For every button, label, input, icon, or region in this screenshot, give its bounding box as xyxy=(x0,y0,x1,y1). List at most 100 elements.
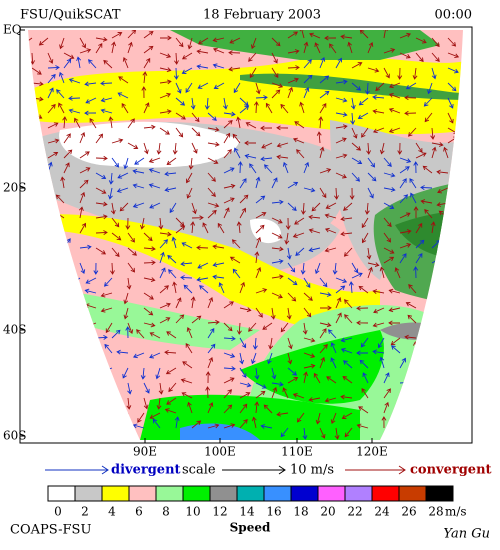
wind-arrow xyxy=(388,82,401,89)
wind-arrow xyxy=(390,337,401,346)
wind-arrow xyxy=(330,342,337,354)
wind-arrow xyxy=(358,285,369,294)
wind-arrow xyxy=(47,277,55,288)
wind-arrow xyxy=(28,231,33,237)
wind-arrow xyxy=(100,292,113,298)
wind-arrow xyxy=(351,262,359,274)
wind-arrow xyxy=(366,142,372,155)
wind-arrow xyxy=(271,67,279,79)
wind-arrow xyxy=(415,152,427,159)
wind-arrow xyxy=(341,412,353,419)
wind-arrow xyxy=(31,142,41,152)
wind-arrow xyxy=(68,288,81,294)
wind-arrow xyxy=(282,387,289,399)
wind-arrow xyxy=(250,37,257,50)
wind-arrow xyxy=(447,221,453,234)
wind-arrow xyxy=(420,199,433,205)
wind-arrow xyxy=(187,401,193,414)
wind-arrow xyxy=(29,341,35,354)
wind-arrow xyxy=(197,37,209,45)
wind-arrow xyxy=(223,377,235,384)
wind-arrow xyxy=(287,86,294,99)
wind-arrow xyxy=(191,112,200,123)
wind-arrow xyxy=(28,427,33,440)
wind-arrow xyxy=(280,103,289,114)
wind-arrow xyxy=(40,178,49,189)
wind-arrow xyxy=(344,299,353,309)
wind-arrow xyxy=(415,52,424,63)
wind-arrow xyxy=(217,222,225,234)
wind-arrow xyxy=(95,201,108,207)
wind-arrow xyxy=(447,347,460,354)
wind-arrow xyxy=(58,71,65,84)
colorbar-box xyxy=(74,485,103,502)
wind-arrow xyxy=(31,322,43,329)
wind-arrow xyxy=(329,43,337,54)
wind-arrow xyxy=(303,59,312,69)
wind-arrow xyxy=(335,112,348,117)
wind-arrow xyxy=(54,322,65,330)
wind-arrow xyxy=(207,127,220,132)
wind-arrow xyxy=(105,382,113,394)
lat-label: 20S xyxy=(3,181,27,195)
wind-arrow xyxy=(405,302,417,309)
wind-arrow xyxy=(31,357,39,369)
wind-arrow xyxy=(232,133,241,144)
wind-arrow xyxy=(63,374,72,384)
wind-arrow xyxy=(249,67,257,79)
wind-arrow xyxy=(464,383,469,393)
wind-arrow xyxy=(68,108,81,114)
wind-arrow xyxy=(335,137,347,144)
wind-arrow xyxy=(431,142,444,147)
wind-arrow xyxy=(422,165,433,174)
wind-arrow xyxy=(132,423,145,429)
wind-arrow xyxy=(28,217,33,224)
wind-arrow xyxy=(196,64,209,70)
wind-arrow xyxy=(399,178,407,189)
wind-arrow xyxy=(175,297,182,309)
wind-arrow xyxy=(342,375,353,384)
wind-arrow xyxy=(233,82,241,94)
wind-arrow xyxy=(47,397,59,404)
wind-arrow xyxy=(319,427,326,439)
wind-arrow xyxy=(287,262,296,273)
colorbar-tick-label: 24 xyxy=(374,505,390,519)
wind-arrow xyxy=(223,167,235,174)
wind-arrow xyxy=(464,95,475,99)
wind-arrow xyxy=(196,245,209,251)
wind-arrow xyxy=(180,378,193,384)
wind-arrow xyxy=(383,48,396,54)
wind-arrow xyxy=(239,382,252,388)
wind-arrow xyxy=(68,78,81,84)
wind-arrow xyxy=(127,262,136,273)
colorbar-title: Speed xyxy=(230,521,271,535)
wind-arrow xyxy=(379,356,385,369)
wind-arrow xyxy=(108,116,114,129)
wind-arrow xyxy=(343,247,353,257)
wind-arrow xyxy=(460,277,463,290)
lon-label: 120E xyxy=(356,445,388,459)
wind-arrow xyxy=(388,320,401,326)
wind-arrow xyxy=(431,427,442,435)
wind-arrow xyxy=(236,116,241,129)
wind-arrow xyxy=(47,52,54,64)
wind-arrow xyxy=(351,82,362,91)
speed-zone xyxy=(40,214,380,333)
wind-arrow xyxy=(60,176,66,189)
wind-arrow xyxy=(311,202,321,212)
wind-arrow xyxy=(84,110,97,116)
wind-arrow xyxy=(340,337,353,343)
wind-arrow xyxy=(63,58,72,69)
wind-arrow xyxy=(175,127,184,138)
wind-arrow xyxy=(204,97,210,110)
wind-arrow xyxy=(174,52,179,65)
wind-arrow xyxy=(303,74,313,84)
wind-arrow xyxy=(183,284,193,294)
wind-arrow xyxy=(31,253,39,264)
wind-arrow xyxy=(143,232,153,242)
wind-arrow xyxy=(319,187,327,199)
wind-arrow xyxy=(415,239,425,249)
wind-arrow xyxy=(100,367,113,373)
colorbar-box xyxy=(398,485,427,502)
wind-arrow xyxy=(260,156,273,162)
